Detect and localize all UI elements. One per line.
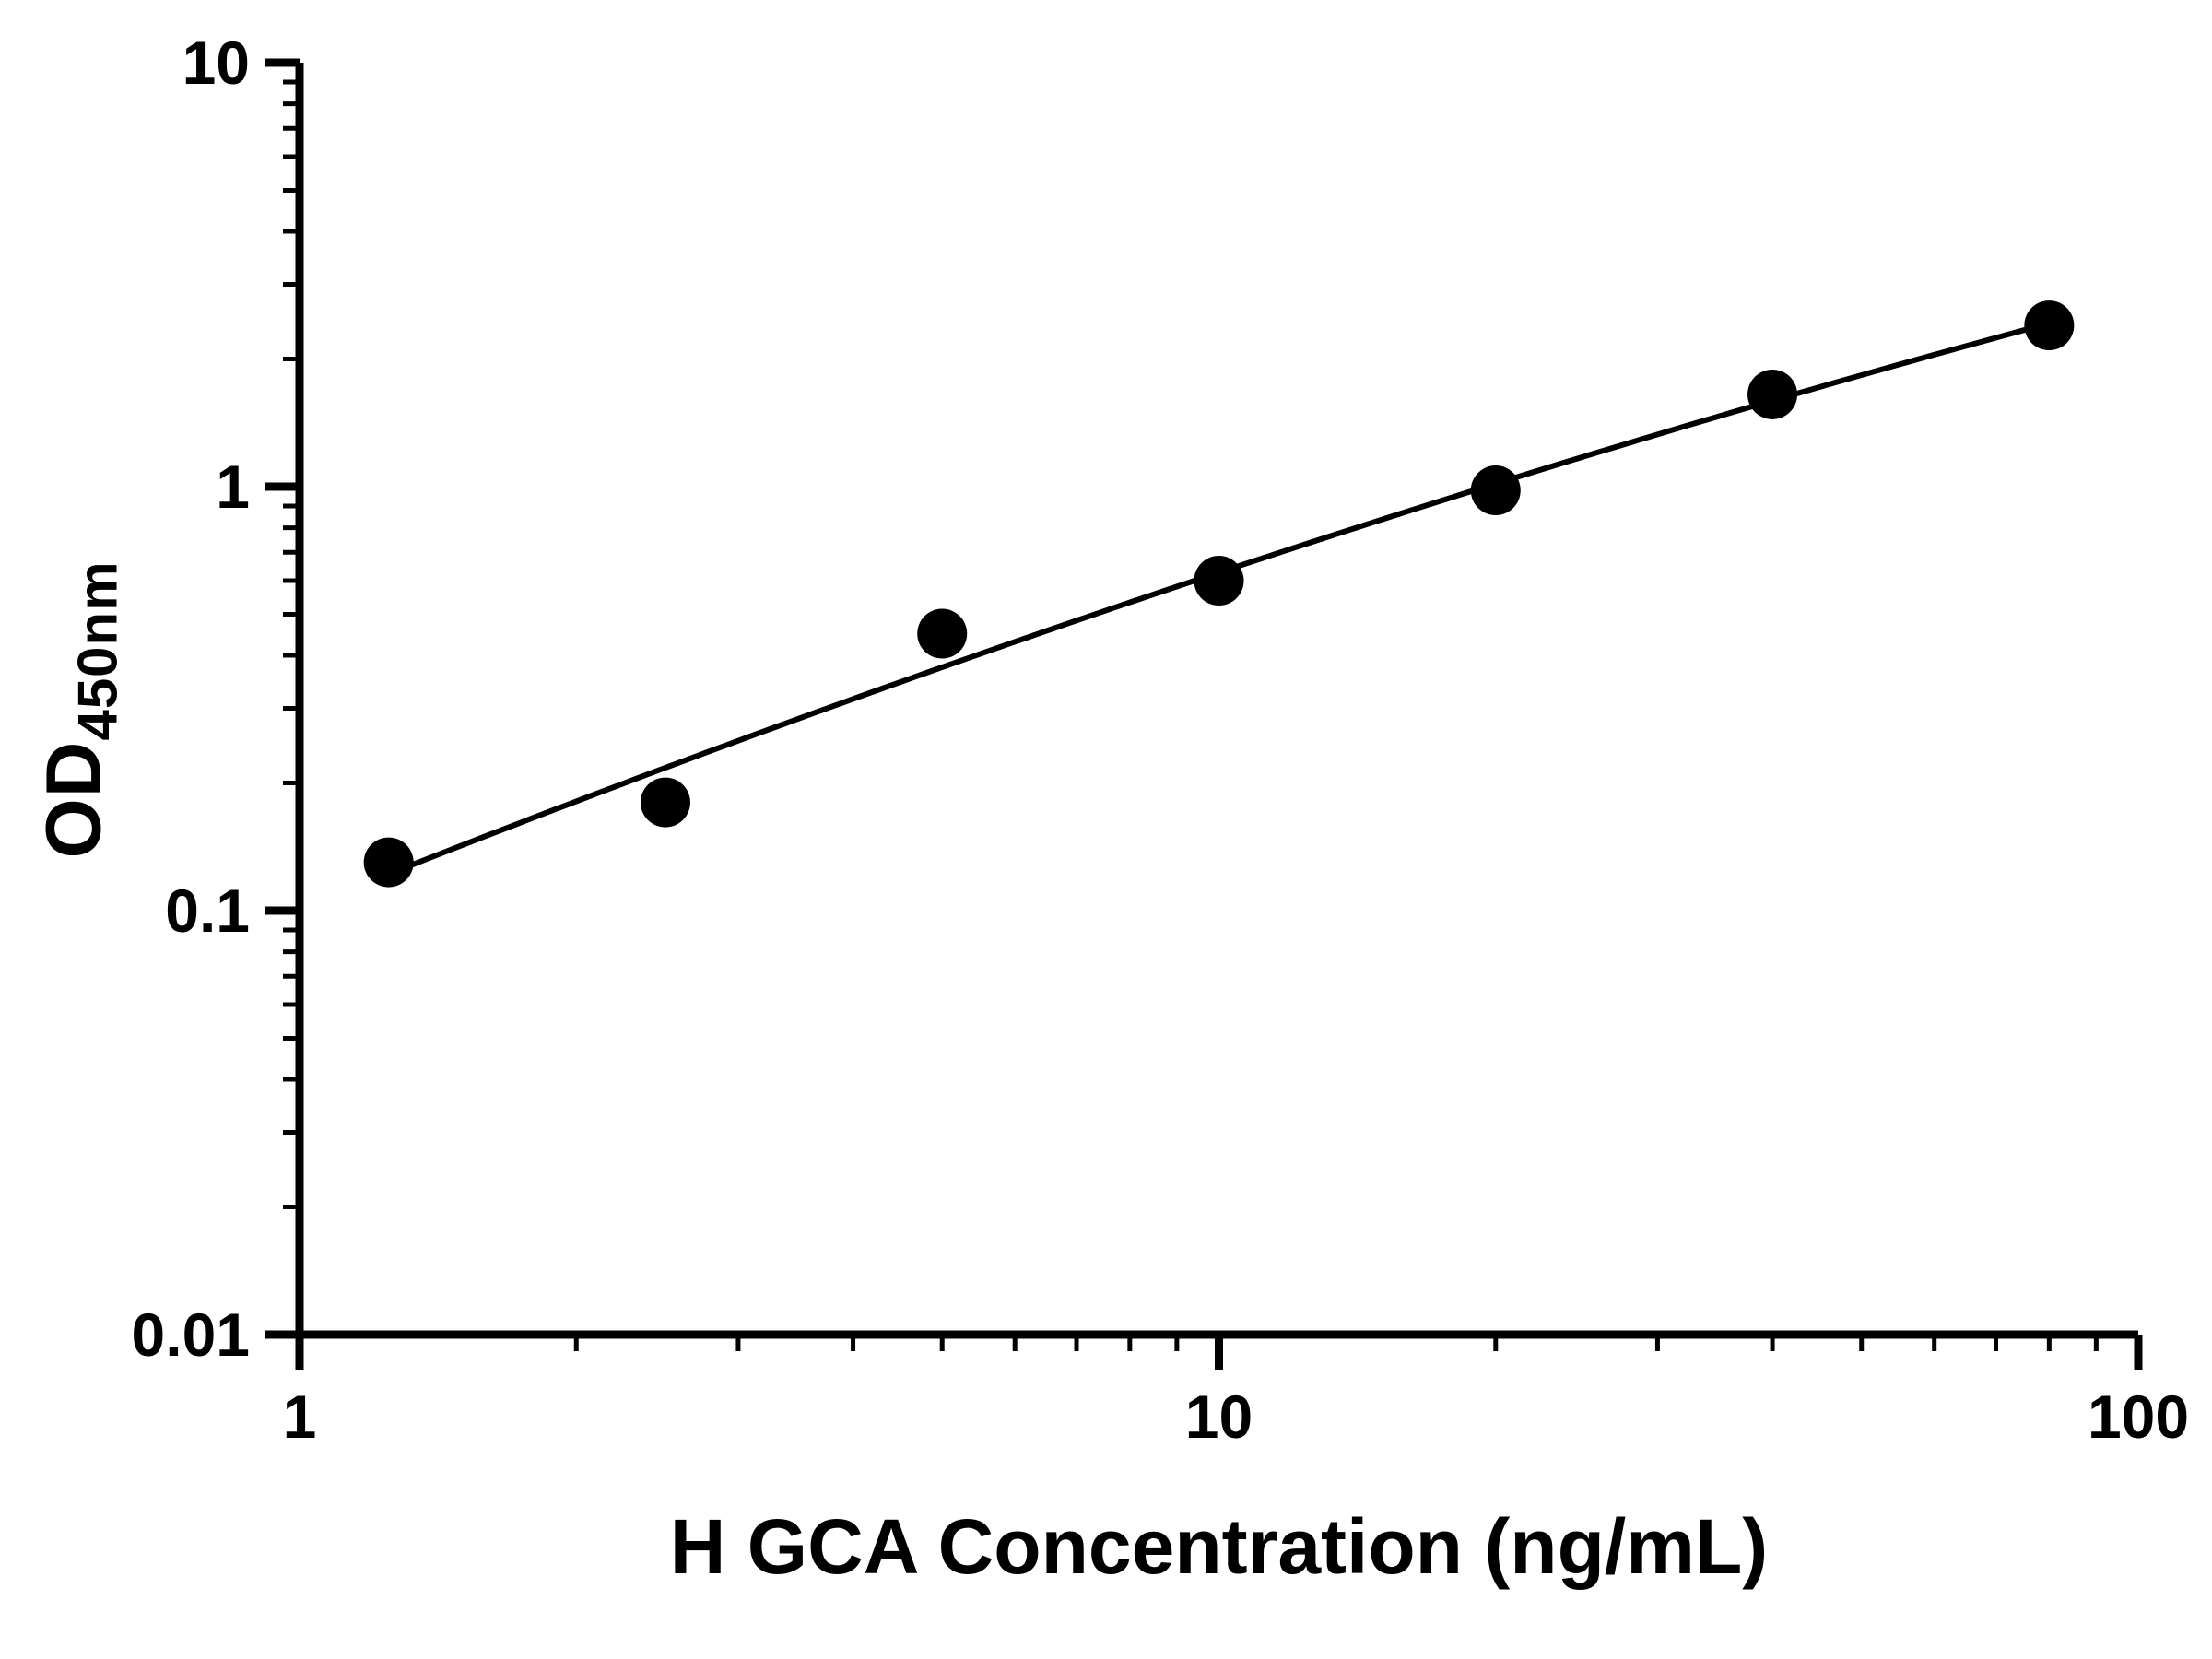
x-axis-tick-label: 10 — [1185, 1382, 1253, 1451]
data-point — [2024, 300, 2075, 351]
data-point — [1470, 465, 1521, 516]
y-axis-title: OD450nm — [29, 560, 130, 858]
y-axis-tick-label: 0.1 — [165, 877, 250, 945]
data-point — [363, 837, 414, 888]
y-axis-title-main: OD — [29, 740, 117, 859]
data-point — [1194, 556, 1244, 606]
y-axis-title-subscript: 450nm — [66, 560, 129, 741]
y-axis-tick-label: 1 — [216, 453, 250, 521]
y-axis-tick-label: 0.01 — [132, 1300, 250, 1369]
x-axis-title: H GCA Concentration (ng/mL) — [669, 1503, 1769, 1590]
data-point — [917, 608, 968, 659]
x-axis-tick-label: 1 — [283, 1382, 317, 1451]
y-axis-tick-label: 10 — [182, 29, 250, 97]
x-axis-tick-label: 100 — [2088, 1382, 2189, 1451]
data-point — [1747, 369, 1798, 419]
data-point — [640, 777, 690, 828]
